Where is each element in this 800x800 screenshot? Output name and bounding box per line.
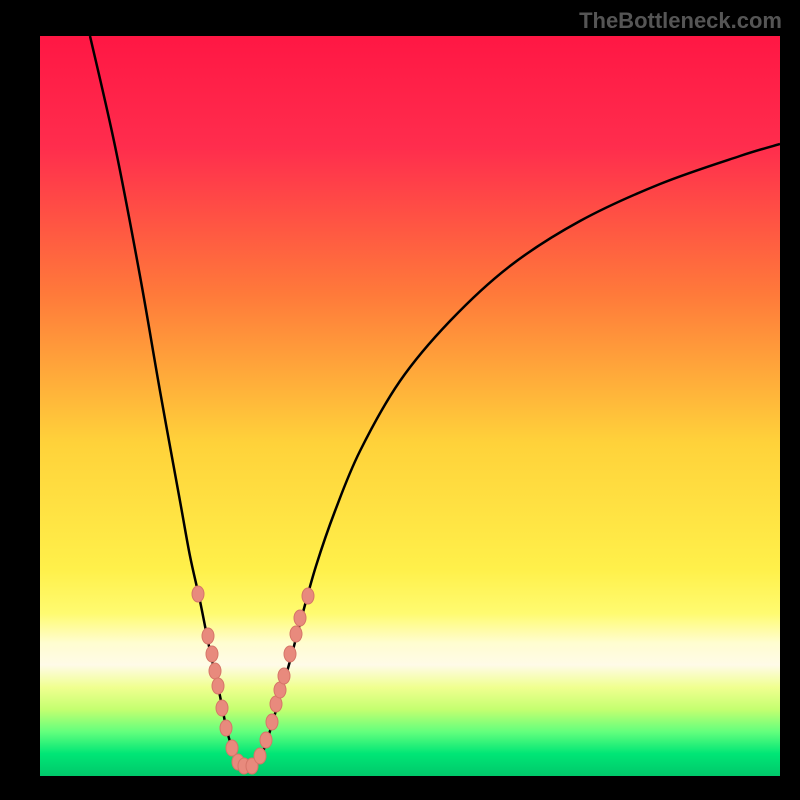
curve-layer	[40, 36, 780, 776]
data-marker	[192, 586, 204, 602]
data-marker	[290, 626, 302, 642]
data-marker	[206, 646, 218, 662]
data-marker	[260, 732, 272, 748]
data-marker	[302, 588, 314, 604]
data-marker	[226, 740, 238, 756]
data-marker	[284, 646, 296, 662]
data-marker	[294, 610, 306, 626]
data-marker	[254, 748, 266, 764]
data-marker	[216, 700, 228, 716]
data-marker	[209, 663, 221, 679]
data-marker	[220, 720, 232, 736]
curve-right-branch	[255, 144, 780, 766]
data-marker	[212, 678, 224, 694]
data-marker	[202, 628, 214, 644]
plot-area	[40, 36, 780, 776]
data-marker	[266, 714, 278, 730]
watermark-text: TheBottleneck.com	[579, 8, 782, 34]
data-markers	[192, 586, 314, 774]
data-marker	[278, 668, 290, 684]
